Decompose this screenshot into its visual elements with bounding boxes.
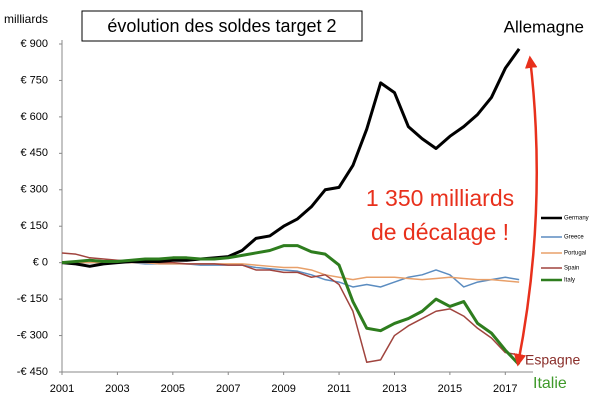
annotation: Allemagne [504, 17, 584, 36]
x-tick-label: 2003 [105, 383, 129, 395]
x-tick-label: 2005 [161, 383, 185, 395]
legend: Germany Greece Portugal Spain Italy [541, 216, 589, 284]
y-tick-label: € 450 [20, 147, 48, 159]
annotation: 1 350 milliards [366, 185, 514, 211]
annotation: de décalage ! [371, 219, 509, 245]
x-tick-label: 2013 [382, 383, 406, 395]
x-tick-label: 2009 [271, 383, 295, 395]
title-box [81, 10, 363, 42]
legend-label: Spain [564, 266, 579, 272]
x-tick-label: 2011 [327, 383, 351, 395]
plot: € 900 € 750 € 600 € 450 € 300 € 150 € 0 -€ 150 -… [17, 38, 533, 395]
y-tick-label: € 300 [20, 184, 48, 196]
y-tick-label: -€ 150 [17, 293, 48, 305]
x-tick-label: 2001 [50, 383, 74, 395]
legend-label: Portugal [564, 251, 586, 257]
legend-label: Germany [564, 216, 589, 222]
y-tick-label: € 750 [20, 74, 48, 86]
y-axis-label: milliards [4, 12, 48, 26]
y-tick-label: € 900 [20, 38, 48, 50]
legend-label: Greece [564, 235, 584, 241]
annotation: Italie [533, 375, 567, 392]
y-tick-label: -€ 300 [17, 329, 48, 341]
annotation: Espagne [525, 352, 580, 368]
legend-label: Italy [564, 278, 575, 284]
gap-arrow [513, 55, 538, 367]
y-tick-label: -€ 450 [17, 366, 48, 378]
series-line [62, 261, 520, 288]
series-line [61, 244, 521, 366]
y-tick-label: € 150 [20, 220, 48, 232]
y-tick-label: € 0 [33, 257, 48, 269]
x-tick-label: 2015 [438, 383, 462, 395]
x-tick-label: 2017 [493, 383, 517, 395]
y-tick-label: € 600 [20, 111, 48, 123]
chart-title: évolution des soldes target 2 [107, 16, 336, 36]
series-line [61, 47, 521, 268]
x-tick-label: 2007 [216, 383, 240, 395]
